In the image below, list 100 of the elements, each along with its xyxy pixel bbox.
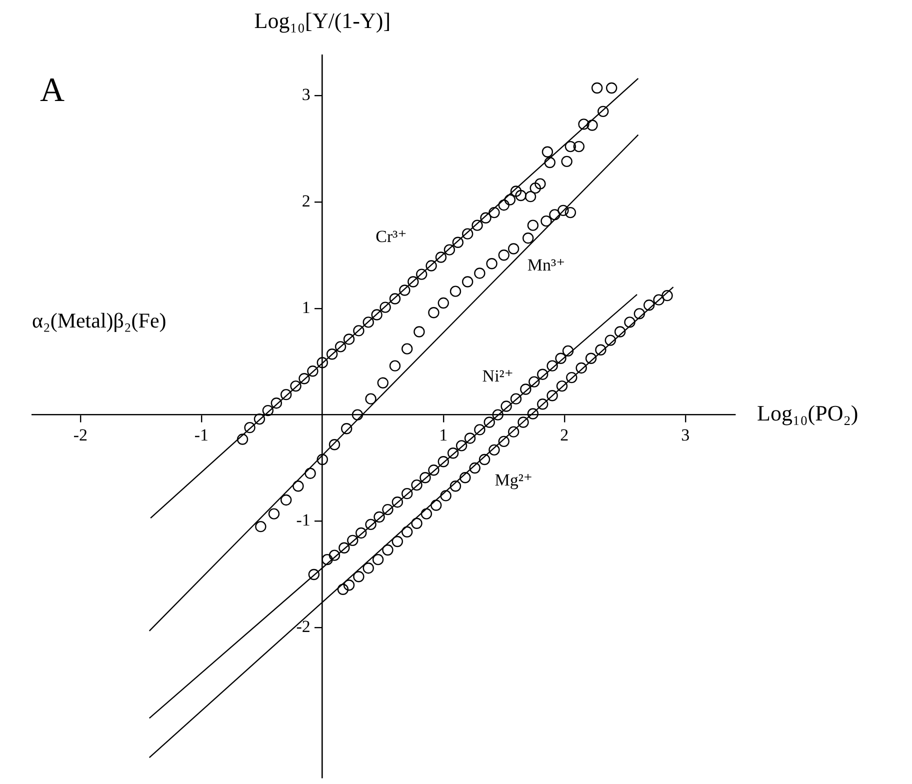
point	[510, 186, 522, 197]
y-tick-label: 1	[302, 298, 310, 317]
point	[472, 220, 483, 231]
point	[484, 416, 495, 428]
point	[549, 209, 560, 220]
point	[643, 300, 655, 311]
point	[555, 352, 566, 364]
y-tick-label: 2	[302, 191, 310, 210]
point	[469, 462, 480, 474]
point	[498, 250, 510, 261]
point	[328, 550, 340, 561]
point	[280, 388, 292, 400]
point	[537, 368, 548, 380]
point	[420, 472, 431, 484]
point	[377, 377, 388, 388]
x-tick-label: 3	[681, 425, 690, 444]
point	[428, 464, 440, 476]
point	[556, 380, 568, 392]
point	[447, 448, 459, 459]
point	[480, 212, 492, 224]
point	[280, 494, 292, 506]
point	[544, 156, 556, 168]
point	[353, 571, 364, 582]
point	[558, 204, 569, 216]
series-label: Mn³⁺	[527, 256, 566, 275]
point	[562, 345, 574, 357]
point	[411, 518, 422, 529]
point	[365, 393, 376, 404]
point	[624, 316, 636, 328]
point	[486, 258, 498, 270]
point	[340, 423, 352, 434]
point	[338, 542, 350, 554]
annotation: α₂(Metal)β₂(Fe)	[32, 308, 166, 333]
point	[401, 526, 413, 538]
x-axis-title: Log₁₀(PO₂)	[757, 400, 858, 426]
point	[401, 488, 413, 500]
point	[510, 393, 522, 404]
point	[530, 182, 541, 194]
point	[492, 409, 504, 420]
point	[401, 343, 413, 354]
point	[374, 511, 385, 523]
point	[518, 416, 529, 428]
x-tick-label: -2	[73, 425, 88, 444]
point	[371, 309, 382, 320]
point	[438, 297, 449, 309]
point	[488, 206, 500, 218]
point	[662, 290, 673, 302]
point	[268, 508, 280, 520]
point	[606, 82, 618, 94]
point	[236, 434, 248, 445]
point	[308, 568, 320, 580]
point	[591, 82, 603, 94]
point	[534, 178, 546, 190]
point	[430, 500, 442, 511]
point	[527, 408, 539, 420]
point	[564, 140, 576, 152]
point	[500, 400, 512, 412]
point	[298, 373, 310, 384]
point	[508, 243, 520, 254]
point	[578, 118, 590, 130]
y-tick-label: 3	[302, 84, 310, 104]
point	[515, 190, 526, 202]
point	[356, 527, 367, 539]
annotation: A	[40, 72, 65, 109]
point	[365, 518, 376, 530]
point	[307, 366, 318, 377]
point	[573, 140, 585, 152]
point	[353, 325, 364, 336]
point	[524, 190, 536, 202]
point	[527, 220, 539, 231]
point	[546, 390, 558, 402]
point	[389, 293, 401, 304]
point	[595, 344, 606, 356]
point	[316, 454, 328, 466]
point	[528, 376, 540, 388]
point	[392, 536, 404, 548]
point	[362, 316, 374, 328]
series-label: Ni²⁺	[482, 366, 514, 386]
point	[460, 472, 471, 484]
x-tick-label: -1	[194, 425, 208, 444]
point	[564, 206, 576, 218]
point	[326, 348, 338, 360]
point	[450, 286, 462, 297]
series-label: Cr³⁺	[376, 227, 407, 246]
point	[420, 508, 432, 520]
x-tick-label: 2	[560, 425, 569, 444]
point	[255, 520, 266, 532]
point	[416, 268, 428, 280]
point	[508, 426, 520, 438]
point	[566, 372, 578, 384]
point	[464, 432, 476, 444]
x-tick-label: 1	[439, 425, 448, 444]
point	[478, 454, 490, 466]
point	[546, 360, 558, 372]
point	[522, 232, 534, 244]
point	[343, 580, 355, 591]
point	[270, 397, 282, 409]
point	[380, 302, 391, 313]
point	[334, 341, 346, 352]
point	[352, 409, 364, 420]
